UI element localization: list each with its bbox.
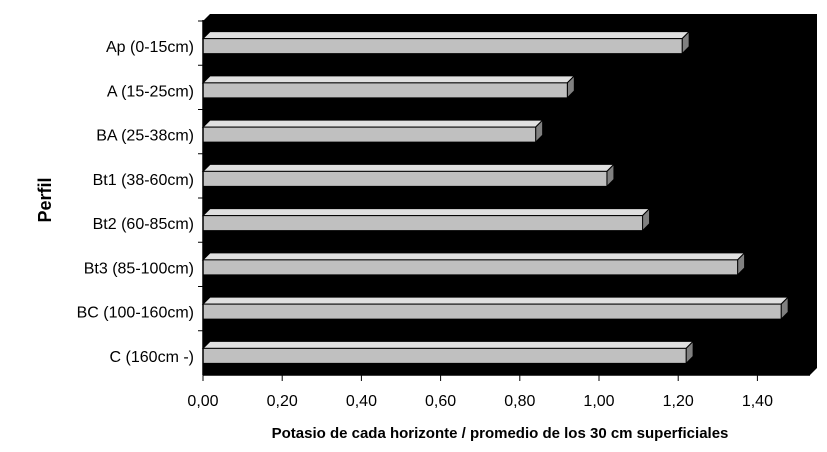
x-tick-label: 0,20 (267, 393, 298, 410)
bars (201, 30, 790, 365)
category-label: BC (100-160cm) (77, 305, 194, 322)
bar-top-face (201, 75, 576, 84)
bar (201, 340, 695, 365)
bar-front-face (202, 259, 739, 276)
bar-front-face (202, 347, 687, 364)
bar-top-face (201, 163, 616, 172)
plot-area (203, 14, 817, 375)
bar-top-face (201, 340, 695, 349)
bar-front-face (202, 303, 782, 320)
y-axis-title: Perfil (35, 177, 55, 222)
category-label: BA (25-38cm) (96, 128, 194, 145)
bar-top-face (201, 296, 790, 305)
x-tick-label: 1,00 (583, 393, 614, 410)
category-label: Bt1 (38-60cm) (93, 172, 194, 189)
bar-front-face (202, 215, 644, 232)
x-tick-label: 0,80 (504, 393, 535, 410)
bar (201, 295, 790, 321)
bar-top-face (201, 208, 651, 217)
x-tick-label: 0,40 (346, 393, 377, 410)
x-axis-title: Potasio de cada horizonte / promedio de … (272, 425, 729, 442)
bar (201, 118, 544, 144)
bar (201, 251, 746, 277)
category-label: Ap (0-15cm) (106, 39, 194, 56)
bar (201, 30, 691, 55)
bar-top-face (201, 31, 691, 40)
x-tick-label: 0,00 (187, 393, 218, 410)
bar (201, 207, 651, 232)
bar (201, 74, 576, 100)
bar-front-face (202, 38, 683, 55)
bar-top-face (201, 252, 746, 261)
bar (201, 163, 616, 188)
x-tick-labels: 0,00 0,20 0,40 0,60 0,80 1,00 1,20 1,40 (187, 393, 773, 410)
x-tick-label: 1,40 (742, 393, 773, 410)
bar-front-face (202, 82, 568, 99)
category-labels: Ap (0-15cm) A (15-25cm) BA (25-38cm) Bt1 (3… (77, 39, 194, 366)
category-label: Bt3 (85-100cm) (84, 260, 194, 277)
bar-top-face (201, 119, 544, 128)
category-label: Bt2 (60-85cm) (93, 216, 194, 233)
bar-front-face (202, 170, 608, 187)
x-tick-label: 1,20 (663, 393, 694, 410)
x-tick-label: 0,60 (425, 393, 456, 410)
category-label: A (15-25cm) (107, 83, 194, 100)
plot-background (203, 14, 817, 375)
category-label: C (160cm -) (110, 349, 194, 366)
bar-front-face (202, 126, 537, 143)
axes (198, 20, 810, 381)
